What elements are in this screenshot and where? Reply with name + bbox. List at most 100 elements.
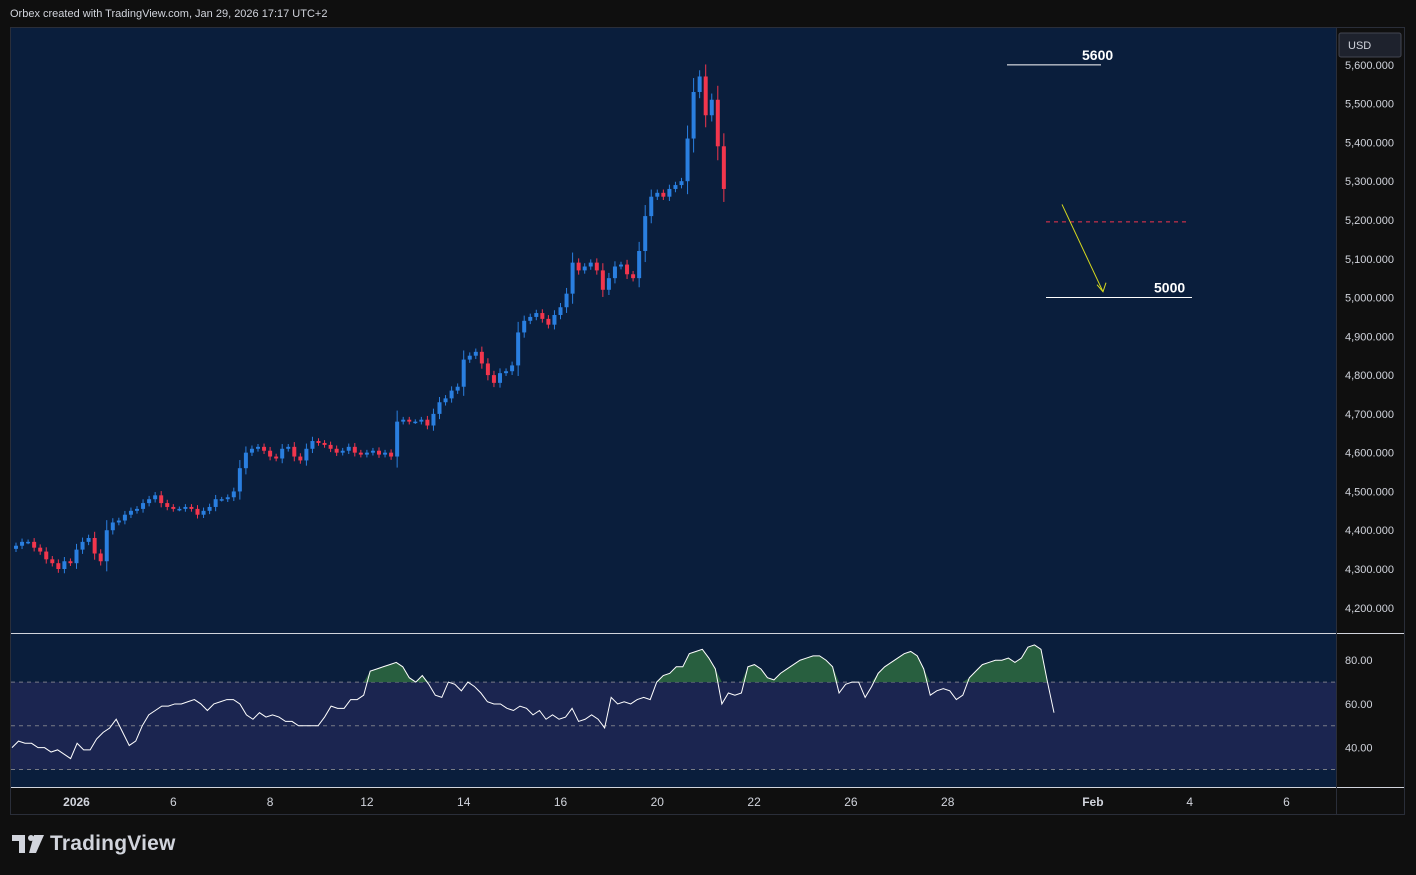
candle-body — [491, 375, 496, 383]
candle-body — [310, 441, 315, 449]
rsi-tick-label: 60.00 — [1345, 699, 1373, 711]
currency-button[interactable] — [1338, 32, 1402, 58]
rsi-overbought-fill — [656, 649, 722, 683]
candle-body — [697, 76, 702, 92]
candle-body — [667, 188, 672, 197]
candle-body — [522, 320, 527, 333]
candle-body — [177, 508, 182, 511]
candle-body — [128, 510, 133, 515]
price-tick-label: 4,800.000 — [1345, 370, 1394, 382]
candle-body — [274, 456, 279, 459]
target-label: 5000 — [1154, 280, 1185, 296]
price-tick-label: 4,300.000 — [1345, 564, 1394, 576]
candle-body — [50, 559, 55, 564]
candle-body — [516, 332, 521, 366]
main-plot-background[interactable] — [11, 28, 1336, 633]
candle-body — [528, 316, 533, 321]
price-tick-label: 4,500.000 — [1345, 486, 1394, 498]
rsi-tick-label: 40.00 — [1345, 743, 1373, 755]
candle-body — [98, 553, 103, 562]
candle-body — [153, 495, 158, 500]
time-tick-label: 20 — [651, 795, 665, 809]
candle-body — [395, 421, 400, 457]
candle-body — [352, 446, 357, 453]
rsi-tick-label: 80.00 — [1345, 655, 1373, 667]
resistance-label: 5600 — [1082, 47, 1113, 63]
chart-svg[interactable]: 5600 5000 4,200.000 4,300.000 4,400.000 4,50… — [11, 28, 1404, 814]
candle-body — [231, 491, 236, 498]
downtrend-arrow[interactable] — [1061, 204, 1104, 292]
candle-body — [437, 402, 442, 414]
candle-body — [62, 561, 67, 570]
candle-body — [116, 520, 121, 523]
candle-body — [38, 547, 43, 552]
time-axis[interactable]: 2026 6 8 12 14 16 20 22 26 28 Feb 4 6 — [63, 795, 1290, 809]
tradingview-logo[interactable]: TradingView — [12, 832, 176, 856]
candle-body — [207, 506, 212, 511]
price-tick-label: 4,400.000 — [1345, 525, 1394, 537]
candles-layer — [14, 64, 726, 574]
price-tick-label: 5,000.000 — [1345, 293, 1394, 305]
candle-body — [262, 446, 267, 451]
candle-body — [358, 452, 363, 455]
tradingview-logo-icon — [12, 835, 44, 853]
candle-body — [322, 442, 327, 445]
currency-label[interactable]: USD — [1348, 40, 1371, 52]
candle-body — [564, 293, 569, 308]
candle-body — [685, 138, 690, 182]
price-tick-label: 4,200.000 — [1345, 603, 1394, 615]
candle-body — [649, 196, 654, 217]
candle-body — [159, 495, 164, 504]
candle-body — [600, 270, 605, 290]
candle-body — [328, 444, 333, 449]
candle-body — [377, 450, 381, 455]
candle-body — [461, 359, 466, 387]
candle-body — [425, 419, 430, 426]
rsi-overbought-fill — [741, 655, 840, 683]
price-axis[interactable]: 4,200.000 4,300.000 4,400.000 4,500.000 4,60… — [1345, 60, 1394, 615]
candle-body — [479, 351, 484, 364]
price-tick-label: 4,700.000 — [1345, 409, 1394, 421]
candle-body — [141, 503, 146, 509]
candle-body — [56, 563, 61, 570]
candle-body — [249, 448, 254, 453]
candle-body — [540, 313, 545, 319]
rsi-line[interactable] — [11, 644, 1055, 760]
candle-body — [510, 365, 515, 372]
time-tick-label: 26 — [844, 795, 858, 809]
annotations-layer: 5600 5000 — [1007, 47, 1192, 299]
time-tick-label: 22 — [747, 795, 761, 809]
candle-body — [721, 146, 726, 189]
price-tick-label: 5,400.000 — [1345, 137, 1394, 149]
candle-body — [225, 497, 230, 500]
downtrend-arrowhead — [1096, 282, 1107, 293]
candle-body — [570, 262, 575, 294]
candle-body — [195, 508, 200, 515]
candle-body — [92, 537, 97, 554]
candle-body — [68, 561, 73, 564]
candle-body — [631, 274, 636, 279]
time-tick-label: 4 — [1186, 795, 1193, 809]
candle-body — [449, 390, 454, 399]
candle-body — [455, 386, 460, 391]
rsi-axis[interactable]: 40.00 60.00 80.00 — [1345, 655, 1373, 754]
candle-body — [582, 266, 587, 271]
rsi-overbought-fill — [962, 644, 1048, 683]
candle-body — [135, 508, 139, 511]
chart-frame[interactable]: 5600 5000 4,200.000 4,300.000 4,400.000 4,50… — [10, 27, 1405, 815]
candle-body — [413, 421, 418, 424]
candle-body — [473, 351, 478, 356]
candle-body — [201, 510, 206, 515]
candle-body — [709, 99, 714, 116]
candle-body — [304, 448, 309, 461]
candle-body — [219, 499, 224, 501]
candle-body — [26, 541, 31, 544]
candle-body — [74, 549, 79, 564]
candle-body — [594, 262, 599, 271]
candle-body — [552, 314, 557, 325]
candle-body — [370, 450, 375, 453]
candle-body — [14, 545, 18, 549]
candle-body — [504, 371, 509, 374]
candle-body — [703, 76, 708, 116]
candle-body — [673, 185, 678, 189]
